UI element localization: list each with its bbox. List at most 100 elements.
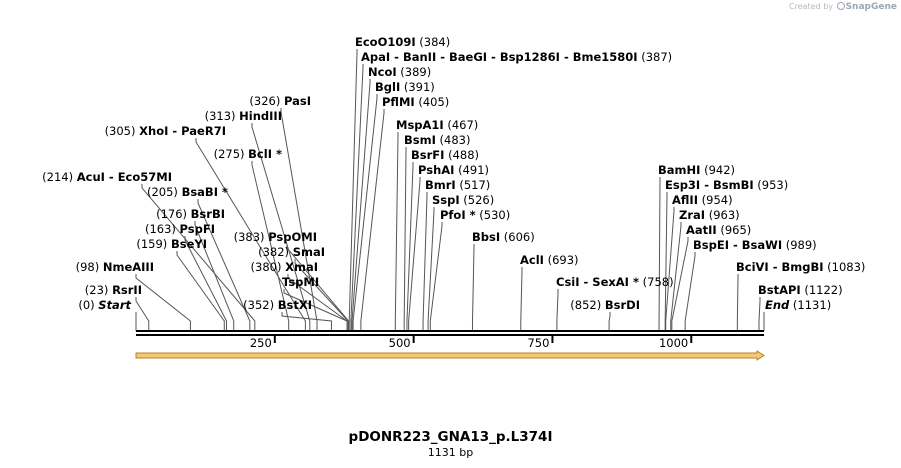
site-pos-start: (0) — [78, 298, 99, 312]
site-name-bmri: BmrI — [425, 178, 456, 192]
sequence-map: 250 500 750 1000 — [135, 49, 765, 361]
site-name-aatii: AatII — [686, 223, 717, 237]
site-name-bspei: BspEI - BsaWI — [693, 238, 783, 252]
site-name-apai: ApaI - BanII - BaeGI - Bsp1286I - Bme158… — [361, 50, 638, 64]
site-label-bcli: (275) BclI * — [214, 147, 282, 161]
site-pos-aatii: (965) — [716, 223, 752, 237]
site-pos-xmai: (380) — [250, 260, 286, 274]
snapgene-credit: Created by SnapGene — [789, 2, 897, 12]
site-label-pspfi: (163) PspFI — [145, 222, 215, 236]
connector-aflii — [665, 207, 675, 331]
site-pos-zrai: (963) — [705, 208, 740, 222]
connector-apai — [350, 64, 364, 331]
site-label-bsabi: (205) BsaBI * — [147, 185, 228, 199]
connector-bamhi — [658, 177, 661, 331]
site-label-pflmi: PflMI (405) — [382, 95, 449, 109]
site-name-bstxi: BstXI — [277, 298, 312, 312]
connector-smai — [294, 259, 349, 331]
connector-ncoi — [351, 79, 371, 331]
connector-pshai — [408, 177, 421, 331]
site-pos-ncoi: (389) — [396, 65, 432, 79]
site-label-bamhi: BamHI (942) — [658, 163, 735, 177]
site-label-apai: ApaI - BanII - BaeGI - Bsp1286I - Bme158… — [361, 50, 672, 64]
connector-xhoi — [195, 138, 306, 331]
site-pos-hindiii: (313) — [204, 109, 240, 123]
connector-zrai — [670, 222, 682, 331]
site-name-end: End — [765, 298, 790, 312]
site-pos-bseyi: (159) — [136, 237, 171, 251]
connector-bstxi — [281, 312, 332, 331]
site-label-zrai: ZraI (963) — [679, 208, 740, 222]
site-pos-acui: (214) — [42, 170, 77, 184]
sequence-length: 1131 bp — [427, 446, 474, 459]
site-pos-pspomi: (383) — [233, 230, 269, 244]
site-label-xhoi: (305) XhoI - PaeR7I — [105, 124, 226, 138]
site-label-hindiii: (313) HindIII — [205, 109, 282, 123]
feature-arrow-orf — [135, 350, 765, 361]
site-pos-aflii: (954) — [697, 193, 733, 207]
site-label-bmri: BmrI (517) — [425, 178, 490, 192]
ruler-label-500: 500 — [389, 336, 411, 350]
connector-bsrfi — [406, 162, 414, 331]
credit-prefix: Created by — [789, 2, 834, 11]
connector-bsrdi — [608, 312, 611, 331]
site-pos-xhoi: (305) — [104, 124, 140, 138]
site-label-mspa1i: MspA1I (467) — [396, 118, 478, 132]
connector-bcivi — [736, 274, 739, 331]
site-pos-pflmi: (405) — [414, 95, 450, 109]
site-name-aflii: AflII — [672, 193, 698, 207]
site-pos-csii: (758) — [638, 275, 674, 289]
site-name-zrai: ZraI — [679, 208, 706, 222]
site-pos-esp3i: (953) — [753, 178, 789, 192]
site-name-bstapi: BstAPI — [758, 283, 801, 297]
site-name-bsrdi: BsrDI — [604, 298, 640, 312]
site-name-bsabi: BsaBI * — [181, 185, 228, 199]
site-label-nmeaiii: (98) NmeAIII — [76, 260, 154, 274]
site-label-rsrii: (23) RsrII — [85, 283, 142, 297]
site-pos-bsmi: (483) — [435, 133, 471, 147]
connector-acui — [141, 184, 256, 331]
site-label-tspmi: TspMI — [282, 275, 319, 289]
site-pos-pfoi: (530) — [475, 208, 511, 222]
site-name-bsmi: BsmI — [404, 133, 436, 147]
site-label-pspomi: (383) PspOMI — [234, 230, 317, 244]
site-name-sspi: SspI — [432, 193, 460, 207]
site-pos-bmri: (517) — [455, 178, 491, 192]
site-name-bseyi: BseYI — [170, 237, 207, 251]
site-name-bsrbi: BsrBI — [190, 207, 225, 221]
credit-brand: SnapGene — [845, 2, 897, 12]
site-name-pasi: PasI — [283, 94, 311, 108]
ruler-label-750: 750 — [527, 336, 549, 350]
site-label-acui: (214) AcuI - Eco57MI — [42, 170, 172, 184]
site-name-bsrfi: BsrFI — [411, 148, 445, 162]
site-label-bsrfi: BsrFI (488) — [411, 148, 479, 162]
site-label-bcivi: BciVI - BmgBI (1083) — [736, 260, 865, 274]
site-pos-bcli: (275) — [213, 147, 249, 161]
site-label-csii: CsiI - SexAI * (758) — [556, 275, 674, 289]
site-label-bstxi: (352) BstXI — [243, 298, 312, 312]
connector-pfoi — [429, 222, 443, 331]
site-label-ncoi: NcoI (389) — [368, 65, 431, 79]
connector-sspi — [427, 207, 435, 331]
site-label-pshai: PshAI (491) — [418, 163, 489, 177]
site-label-bseyi: (159) BseYI — [136, 237, 207, 251]
site-name-rsrii: RsrII — [112, 283, 142, 297]
connector-mspa1i — [394, 132, 399, 331]
site-name-bcli: BclI * — [248, 147, 282, 161]
site-label-bgli: BglI (391) — [375, 80, 435, 94]
site-label-bsrdi: (852) BsrDI — [570, 298, 640, 312]
site-label-smai: (382) SmaI — [258, 245, 325, 259]
site-pos-bsrfi: (488) — [444, 148, 480, 162]
site-label-bsrbi: (176) BsrBI — [156, 207, 225, 221]
ruler-label-1000: 1000 — [659, 336, 688, 350]
site-name-acli: AclI — [520, 253, 544, 267]
site-pos-bbsi: (606) — [500, 230, 535, 244]
connector-hindiii — [251, 123, 311, 331]
site-name-pshai: PshAI — [418, 163, 455, 177]
connector-pspomi — [286, 244, 350, 331]
site-name-bgli: BglI — [375, 80, 401, 94]
site-pos-acli: (693) — [543, 253, 579, 267]
site-pos-bstxi: (352) — [243, 298, 278, 312]
site-pos-rsrii: (23) — [84, 283, 113, 297]
site-label-end: End (1131) — [765, 298, 831, 312]
